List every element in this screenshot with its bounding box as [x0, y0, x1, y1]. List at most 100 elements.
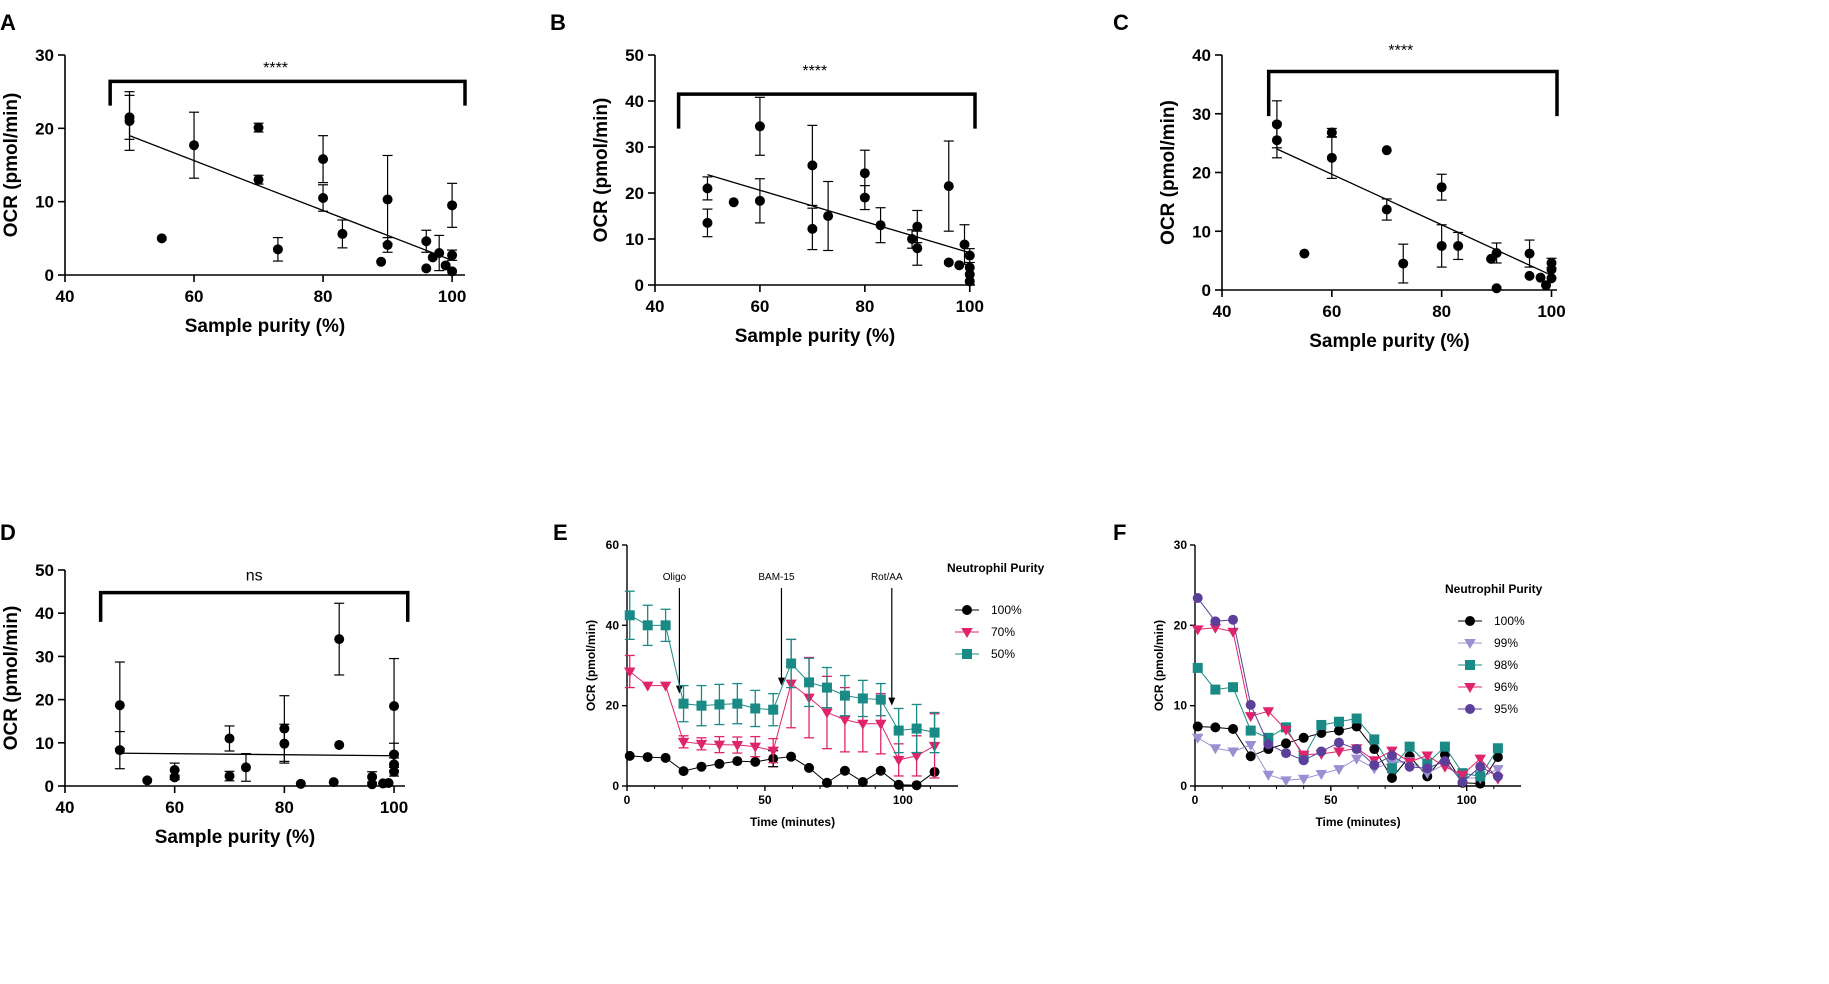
- data-point: [1386, 763, 1397, 774]
- legend: Neutrophil Purity 100% 99% 98% 96% 95%: [1445, 582, 1543, 716]
- data-point: [1398, 258, 1409, 269]
- data-point: [389, 766, 400, 777]
- x-tick-label: 100: [956, 297, 984, 316]
- series-line: [629, 614, 935, 734]
- legend-label: 98%: [1494, 658, 1518, 672]
- y-tick-label: 30: [1192, 105, 1211, 124]
- data-point: [1210, 722, 1221, 733]
- data-point: [804, 677, 815, 688]
- data-point: [142, 775, 153, 786]
- data-point: [1386, 750, 1397, 761]
- y-tick-label: 10: [1174, 699, 1188, 713]
- data-point: [1281, 738, 1292, 749]
- data-point: [328, 777, 339, 788]
- data-point: [912, 221, 923, 232]
- data-point: [1333, 716, 1344, 727]
- data-point: [754, 195, 765, 206]
- y-tick-label: 0: [1180, 779, 1187, 793]
- data-point: [677, 737, 690, 748]
- data-point: [318, 154, 329, 165]
- data-point: [859, 168, 870, 179]
- y-tick-label: 0: [635, 276, 644, 295]
- arrow-head: [777, 677, 785, 686]
- series-line: [629, 755, 935, 786]
- data-point: [1316, 746, 1327, 757]
- data-point: [821, 708, 833, 719]
- data-point: [1436, 240, 1447, 251]
- data-point: [696, 700, 707, 711]
- data-point: [382, 194, 393, 205]
- panel-letter: B: [550, 10, 566, 35]
- data-point: [1299, 248, 1310, 259]
- panel-letter: F: [1113, 520, 1126, 545]
- data-point: [1227, 747, 1239, 758]
- significance-bracket: [108, 79, 467, 106]
- data-point: [839, 715, 851, 726]
- chart-panel-d: D 0 10 20 30 40 50 40 60 80 100 Sample purity (%) OC…: [0, 520, 410, 848]
- legend-label: 100%: [1494, 614, 1525, 628]
- y-tick-label: 30: [1174, 538, 1188, 552]
- data-point: [1271, 135, 1282, 146]
- chart-panel-f: F 0 10 20 30 0 50 100 Time (minutes) OCR (pmol/mi…: [1113, 520, 1543, 829]
- y-tick-label: 30: [35, 647, 54, 666]
- data-point: [911, 780, 922, 791]
- data-point: [1228, 723, 1239, 734]
- data-point: [1280, 725, 1292, 736]
- panel-letter: C: [1113, 10, 1129, 35]
- data-point: [1350, 754, 1363, 765]
- data-point: [1404, 741, 1415, 752]
- data-point: [1421, 751, 1434, 762]
- data-point: [114, 700, 125, 711]
- data-point: [1192, 593, 1203, 604]
- data-point: [389, 749, 400, 760]
- data-point: [714, 758, 725, 769]
- data-point: [334, 739, 345, 750]
- x-axis-label: Sample purity (%): [1309, 331, 1469, 352]
- series-99pct: [1191, 733, 1504, 787]
- x-tick-label: 40: [56, 798, 75, 817]
- data-point: [1209, 744, 1222, 755]
- data-point: [1316, 719, 1327, 730]
- data-point: [732, 698, 743, 709]
- significance-bracket: [676, 92, 977, 129]
- y-tick-label: 20: [35, 119, 54, 138]
- y-tick-label: 50: [625, 46, 644, 65]
- data-point: [1524, 270, 1535, 281]
- data-point: [1492, 752, 1503, 763]
- data-point: [807, 223, 818, 234]
- data-point: [1209, 623, 1222, 634]
- data-point: [911, 723, 922, 734]
- data-point: [240, 762, 251, 773]
- data-point: [1535, 272, 1546, 283]
- data-point: [678, 766, 689, 777]
- data-point: [821, 682, 832, 693]
- data-point: [696, 761, 707, 772]
- legend-marker: [962, 649, 972, 659]
- y-tick-label: 20: [606, 699, 620, 713]
- y-tick-label: 20: [1174, 618, 1188, 632]
- y-axis-label: OCR (pmol/min): [1158, 100, 1179, 245]
- data-point: [857, 693, 868, 704]
- data-point: [169, 772, 180, 783]
- data-point: [1524, 248, 1535, 259]
- significance-bracket: [1266, 69, 1559, 117]
- y-tick-label: 60: [606, 538, 620, 552]
- x-tick-label: 0: [624, 793, 631, 807]
- data-point: [1491, 247, 1502, 258]
- data-point: [1333, 737, 1344, 748]
- series-line: [1197, 627, 1499, 780]
- x-tick-label: 50: [1324, 793, 1338, 807]
- data-point: [1227, 627, 1239, 638]
- data-point: [964, 269, 975, 280]
- data-point: [1326, 152, 1337, 163]
- data-point: [382, 239, 393, 250]
- data-point: [1475, 761, 1486, 772]
- legend-marker: [1464, 639, 1476, 649]
- data-point: [1456, 770, 1469, 781]
- x-tick-label: 100: [1537, 302, 1565, 321]
- chart-panel-b: B 0 10 20 30 40 50 40 60 80 100 Sample purity (%) OC…: [550, 10, 984, 347]
- data-point: [750, 756, 761, 767]
- y-tick-label: 0: [45, 266, 54, 285]
- y-axis-label: OCR (pmol/min): [1, 93, 22, 238]
- y-tick-label: 40: [35, 604, 54, 623]
